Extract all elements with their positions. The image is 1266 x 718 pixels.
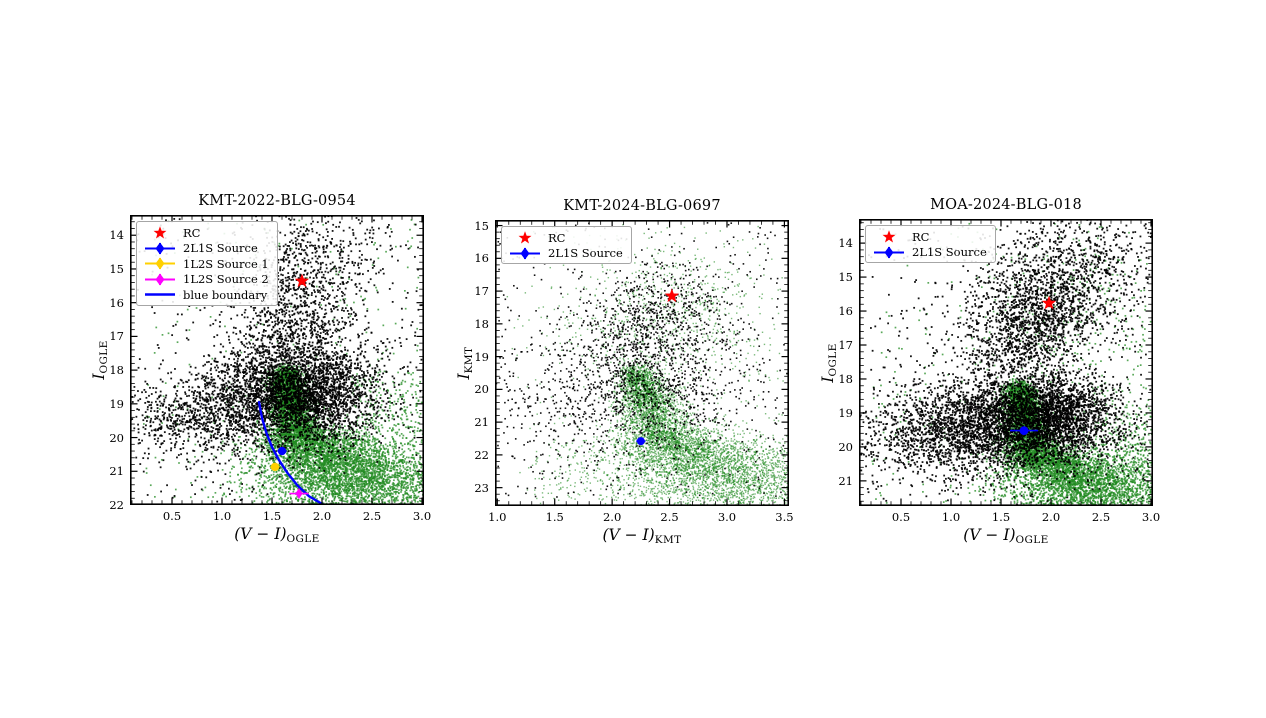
- panel-title: KMT-2024-BLG-0697: [563, 198, 721, 214]
- y-tick-label: 20: [474, 382, 489, 397]
- y-tick-label: 18: [838, 371, 853, 386]
- panel-title: KMT-2022-BLG-0954: [198, 193, 356, 209]
- legend-label: RC: [912, 229, 930, 244]
- legend-label: blue boundary: [183, 287, 268, 302]
- y-tick-label: 20: [838, 439, 853, 454]
- x-tick-label: 2.0: [602, 510, 622, 524]
- legend-entry: RC: [507, 230, 623, 246]
- x-tick-label: 1.0: [212, 509, 232, 523]
- legend-label: 2L1S Source: [548, 246, 623, 261]
- errorbar-diamond-icon: [871, 245, 907, 260]
- star-icon: [507, 230, 543, 245]
- legend-label: RC: [183, 225, 201, 240]
- y-tick-label: 15: [109, 261, 124, 276]
- x-tick-label: 0.5: [891, 510, 911, 524]
- y-tick-label: 19: [109, 396, 124, 411]
- y-tick-label: 15: [838, 270, 853, 285]
- y-tick-label: 17: [838, 338, 853, 352]
- x-tick-label: 1.5: [545, 510, 564, 524]
- x-tick-label: 1.5: [262, 509, 282, 523]
- x-axis-label: (V − I)KMT: [602, 526, 682, 546]
- y-tick-label: 17: [474, 284, 489, 299]
- x-tick-label: 2.0: [1041, 510, 1061, 524]
- y-tick-label: 23: [474, 480, 489, 495]
- legend: RC 2L1S Source: [501, 226, 632, 264]
- y-tick-label: 22: [474, 447, 489, 462]
- x-tick-label: 3.0: [412, 509, 432, 523]
- legend-entry: blue boundary: [142, 287, 269, 303]
- y-tick-label: 19: [838, 405, 853, 420]
- x-tick-label: 1.5: [991, 510, 1011, 524]
- y-tick-label: 22: [109, 498, 124, 512]
- y-tick-label: 21: [838, 473, 853, 488]
- legend-entry: 1L2S Source 2: [142, 272, 269, 288]
- legend-label: 2L1S Source: [183, 241, 258, 256]
- errorbar-diamond-icon: [507, 246, 543, 261]
- star-icon: [142, 225, 178, 240]
- x-tick-label: 1.0: [488, 510, 507, 524]
- y-tick-label: 14: [838, 236, 853, 251]
- x-tick-label: 3.5: [775, 510, 794, 524]
- panel-title: MOA-2024-BLG-018: [930, 197, 1082, 213]
- legend-label: 1L2S Source 2: [183, 272, 269, 287]
- x-tick-label: 2.0: [312, 509, 332, 523]
- y-tick-label: 20: [109, 430, 124, 445]
- y-tick-label: 16: [474, 251, 489, 266]
- x-tick-label: 1.0: [941, 510, 961, 524]
- x-tick-label: 2.5: [362, 509, 382, 523]
- y-tick-label: 15: [474, 218, 489, 233]
- errorbar-diamond-icon: [142, 272, 178, 287]
- y-tick-label: 21: [109, 464, 124, 479]
- legend: RC 2L1S Source: [865, 225, 996, 263]
- x-axis-label: (V − I)OGLE: [963, 526, 1049, 546]
- y-tick-label: 18: [474, 316, 489, 331]
- legend-entry: RC: [142, 225, 269, 241]
- star-icon: [871, 229, 907, 244]
- errorbar-diamond-icon: [142, 241, 178, 256]
- y-tick-label: 14: [109, 228, 124, 243]
- x-tick-label: 2.5: [660, 510, 679, 524]
- legend-entry: 2L1S Source: [871, 245, 987, 261]
- y-tick-label: 16: [109, 295, 124, 310]
- legend-label: RC: [548, 230, 566, 245]
- x-tick-label: 3.0: [1141, 510, 1161, 524]
- x-tick-label: 3.0: [717, 510, 737, 524]
- legend-label: 1L2S Source 1: [183, 256, 269, 271]
- line-icon: [142, 287, 178, 302]
- x-axis-label: (V − I)OGLE: [234, 525, 320, 545]
- legend-entry: 1L2S Source 1: [142, 256, 269, 272]
- legend-entry: 2L1S Source: [507, 246, 623, 262]
- x-tick-label: 0.5: [162, 509, 182, 523]
- legend-entry: 2L1S Source: [142, 241, 269, 257]
- y-tick-label: 19: [474, 349, 489, 364]
- x-tick-label: 2.5: [1091, 510, 1111, 524]
- cmd-plot-canvas: [495, 220, 789, 506]
- legend-label: 2L1S Source: [912, 245, 987, 260]
- legend-entry: RC: [871, 229, 987, 245]
- y-tick-label: 18: [109, 363, 124, 378]
- errorbar-diamond-icon: [142, 256, 178, 271]
- cmd-plot-canvas: [859, 219, 1153, 506]
- y-tick-label: 16: [838, 304, 853, 319]
- y-tick-label: 21: [474, 415, 489, 430]
- y-tick-label: 17: [109, 329, 124, 344]
